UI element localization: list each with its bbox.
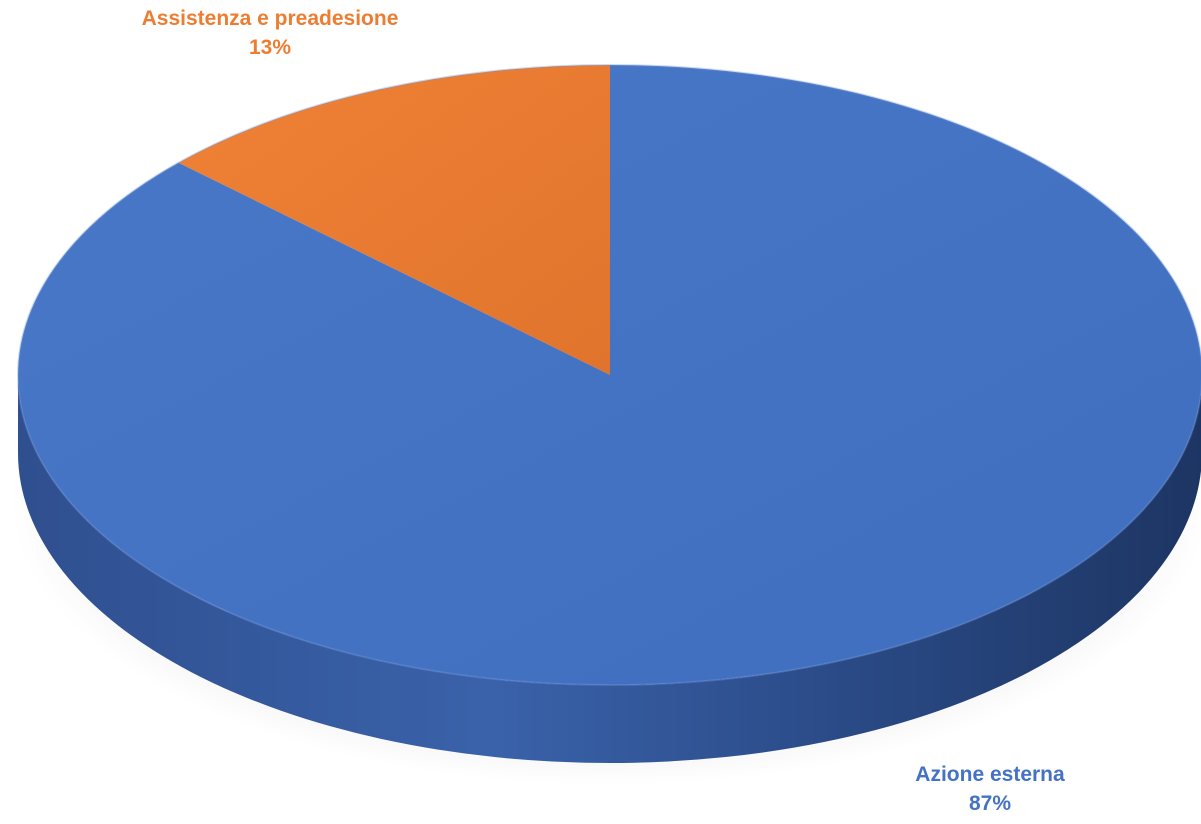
data-label-percent: 13% <box>248 36 292 59</box>
data-label-assistenza: Assistenza e preadesione 13% <box>80 4 460 62</box>
pie-side-wall <box>18 375 1201 763</box>
data-label-name: Assistenza e preadesione <box>141 7 399 30</box>
data-label-percent: 87% <box>968 792 1012 815</box>
data-label-name: Azione esterna <box>915 763 1065 786</box>
pie-top-rim <box>17 64 1201 686</box>
pie-slice-assistenza <box>178 65 611 375</box>
pie-slice-azione <box>18 65 1201 685</box>
data-label-azione: Azione esterna 87% <box>860 760 1120 818</box>
